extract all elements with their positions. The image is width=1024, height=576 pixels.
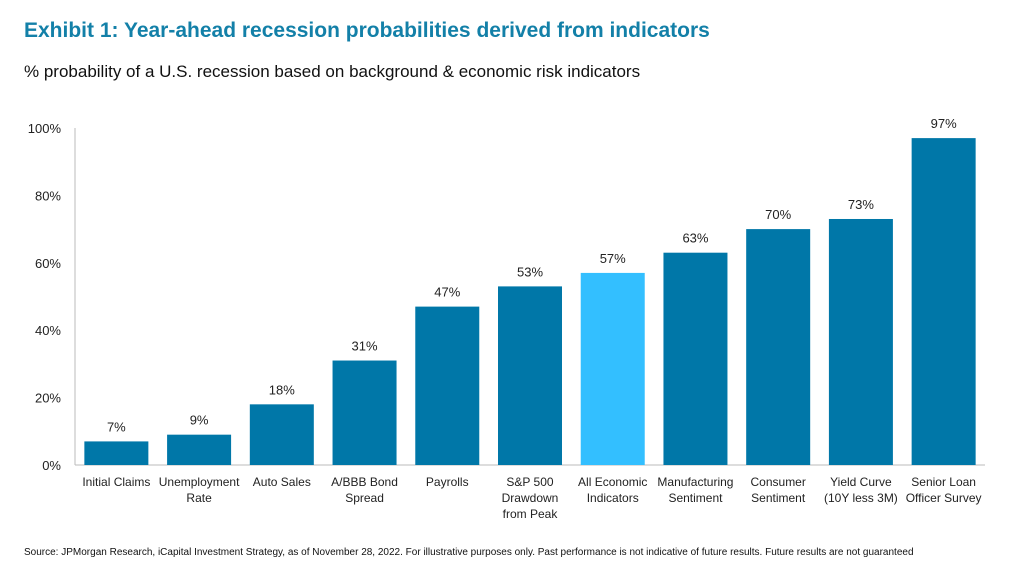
category-label: Consumer Sentiment bbox=[751, 475, 806, 505]
chart-title: Exhibit 1: Year-ahead recession probabil… bbox=[24, 19, 710, 42]
bar bbox=[663, 252, 728, 465]
y-tick-label: 20% bbox=[35, 391, 61, 406]
category-label: Payrolls bbox=[426, 475, 469, 489]
data-label: 7% bbox=[107, 419, 126, 434]
y-tick-label: 60% bbox=[35, 256, 61, 271]
category-label: All Economic Indicators bbox=[578, 475, 647, 505]
data-label: 70% bbox=[765, 207, 791, 222]
category-label: A/BBB Bond Spread bbox=[331, 475, 398, 505]
y-tick-label: 0% bbox=[42, 458, 61, 473]
data-label: 18% bbox=[269, 382, 295, 397]
category-label: Unemployment Rate bbox=[159, 475, 240, 505]
chart-subtitle: % probability of a U.S. recession based … bbox=[24, 62, 641, 81]
category-label: S&P 500 Drawdown from Peak bbox=[502, 475, 559, 521]
y-tick-label: 100% bbox=[28, 121, 62, 136]
bar bbox=[249, 404, 314, 465]
bar bbox=[415, 306, 480, 465]
bar bbox=[498, 286, 562, 465]
bar bbox=[167, 434, 232, 465]
data-label: 73% bbox=[848, 197, 874, 212]
data-label: 9% bbox=[190, 413, 209, 428]
source-note: Source: JPMorgan Research, iCapital Inve… bbox=[24, 547, 914, 558]
y-tick-label: 80% bbox=[35, 188, 61, 203]
bar bbox=[828, 218, 893, 465]
data-label: 63% bbox=[682, 231, 708, 246]
category-label: Auto Sales bbox=[253, 475, 311, 489]
y-tick-label: 40% bbox=[35, 323, 61, 338]
data-label: 47% bbox=[434, 285, 460, 300]
data-label: 53% bbox=[517, 264, 543, 279]
bar bbox=[580, 272, 645, 465]
category-label: Manufacturing Sentiment bbox=[657, 475, 733, 505]
data-label: 31% bbox=[352, 339, 378, 354]
bar bbox=[911, 138, 976, 466]
bar bbox=[84, 441, 149, 465]
data-label: 57% bbox=[600, 251, 626, 266]
bar bbox=[746, 229, 811, 465]
bar bbox=[332, 360, 397, 465]
category-label: Initial Claims bbox=[82, 475, 150, 489]
data-label: 97% bbox=[931, 116, 957, 131]
category-label: Senior Loan Officer Survey bbox=[906, 475, 982, 505]
category-label: Yield Curve (10Y less 3M) bbox=[824, 475, 898, 505]
